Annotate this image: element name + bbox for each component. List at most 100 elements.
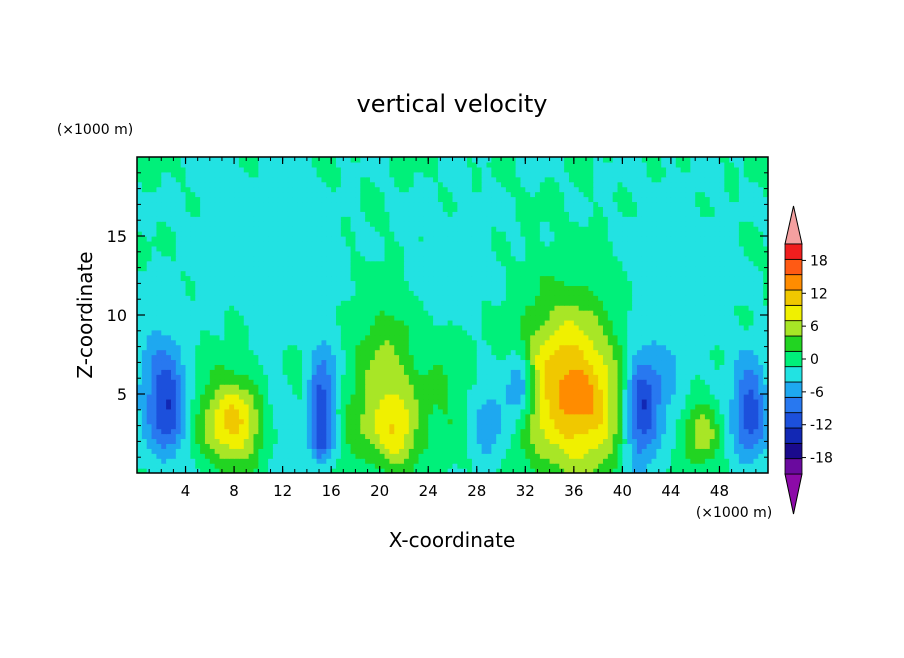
field-cell (646, 329, 653, 336)
field-cell (724, 324, 730, 331)
field-cell (539, 295, 546, 301)
field-cell (612, 354, 619, 361)
field-cell (535, 413, 541, 420)
field-cell (238, 339, 245, 346)
field-cell (272, 285, 279, 291)
field-cell (399, 280, 405, 286)
field-cell (661, 384, 667, 390)
field-cell (190, 300, 196, 306)
field-cell (369, 290, 376, 296)
field-cell (467, 443, 473, 449)
field-cell (525, 448, 531, 454)
field-cell (685, 344, 691, 351)
field-cell (234, 448, 240, 454)
field-cell (433, 458, 439, 464)
field-cell (389, 334, 395, 341)
field-cell (496, 453, 502, 459)
field-cell (700, 453, 706, 459)
field-cell (505, 423, 512, 430)
field-cell (389, 423, 395, 430)
field-cell (389, 329, 395, 336)
field-cell (423, 394, 429, 400)
field-cell (617, 315, 623, 321)
field-cell (248, 428, 255, 435)
field-cell (224, 339, 230, 346)
field-cell (180, 280, 187, 286)
field-cell (433, 423, 439, 430)
field-cell (539, 305, 546, 311)
field-cell (501, 324, 507, 331)
field-cell (316, 310, 323, 316)
field-cell (316, 300, 323, 306)
field-cell (428, 379, 434, 385)
field-cell (418, 359, 424, 365)
field-cell (137, 354, 143, 361)
field-cell (607, 364, 614, 370)
field-cell (428, 310, 434, 316)
field-cell (641, 394, 648, 400)
field-cell (476, 315, 483, 321)
field-cell (369, 310, 376, 316)
field-cell (607, 359, 614, 365)
field-cell (535, 394, 541, 400)
field-cell (690, 379, 696, 385)
field-cell (302, 324, 308, 331)
field-cell (452, 389, 458, 395)
field-cell (607, 339, 614, 346)
field-cell (670, 458, 677, 464)
field-cell (753, 453, 759, 459)
field-cell (554, 379, 560, 385)
field-cell (200, 453, 206, 459)
field-cell (403, 310, 410, 316)
field-cell (636, 468, 643, 473)
field-cell (593, 354, 599, 361)
field-cell (535, 324, 541, 331)
field-cell (214, 305, 221, 311)
field-cell (272, 389, 279, 395)
field-cell (661, 438, 667, 444)
field-cell (141, 453, 148, 459)
field-cell (704, 315, 711, 321)
field-cell (374, 453, 381, 459)
field-cell (520, 364, 526, 370)
field-cell (350, 443, 357, 449)
field-cell (598, 379, 604, 385)
field-cell (573, 344, 580, 351)
field-cell (709, 463, 716, 469)
field-cell (403, 359, 410, 365)
field-cell (345, 428, 352, 435)
field-cell (185, 443, 191, 449)
field-cell (428, 394, 434, 400)
field-cell (258, 310, 264, 316)
field-cell (734, 285, 740, 291)
field-cell (471, 369, 478, 375)
field-cell (612, 448, 619, 454)
field-cell (399, 359, 405, 365)
field-cell (539, 453, 546, 459)
field-cell (641, 448, 648, 454)
field-cell (200, 443, 206, 449)
field-cell (680, 359, 687, 365)
field-cell (709, 295, 716, 301)
field-cell (408, 423, 415, 430)
field-cell (763, 324, 768, 331)
field-cell (734, 384, 740, 390)
field-cell (583, 433, 589, 440)
field-cell (408, 300, 415, 306)
field-cell (200, 413, 206, 420)
field-cell (175, 433, 182, 440)
field-cell (743, 428, 750, 435)
field-cell (248, 349, 255, 356)
field-cell (345, 423, 352, 430)
field-cell (447, 315, 454, 321)
field-cell (292, 315, 298, 321)
field-cell (336, 295, 342, 301)
field-cell (641, 423, 648, 430)
field-cell (554, 305, 560, 311)
field-cell (219, 310, 225, 316)
field-cell (714, 384, 721, 390)
field-cell (200, 290, 206, 296)
field-cell (583, 413, 589, 420)
field-cell (292, 290, 298, 296)
field-cell (355, 305, 361, 311)
